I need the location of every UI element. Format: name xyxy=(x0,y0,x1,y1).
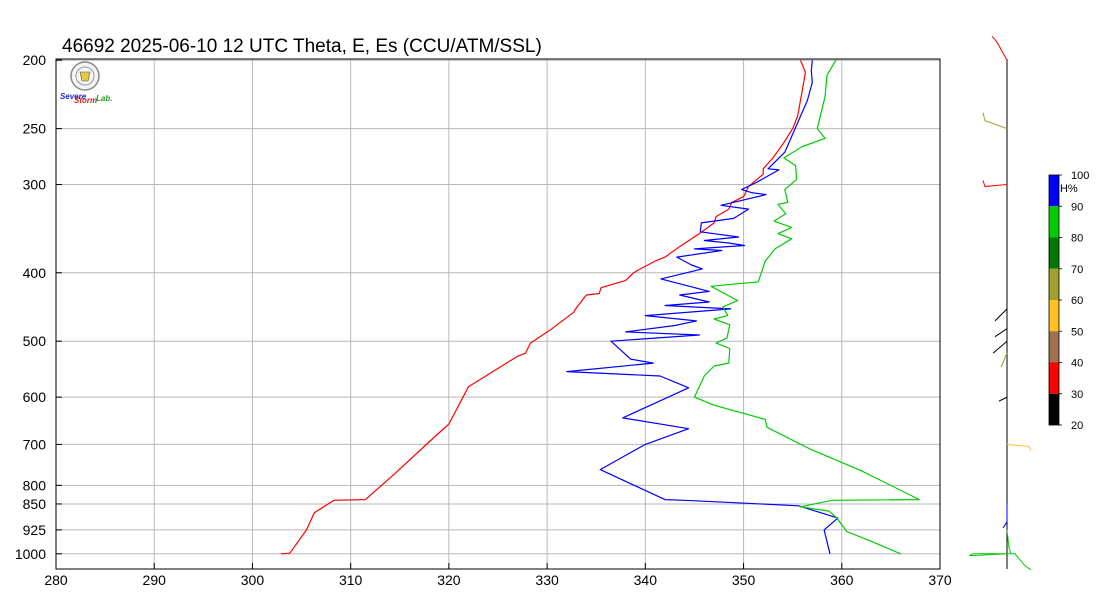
y-tick-label: 1000 xyxy=(15,546,46,562)
logo-text-severe: Severe xyxy=(60,92,87,101)
wind-barb-6 xyxy=(1000,353,1008,368)
colorbar-tick-label: 100 xyxy=(1071,170,1089,182)
series-line-2 xyxy=(693,59,921,555)
y-tick-label: 600 xyxy=(23,389,47,405)
wind-barb-4 xyxy=(994,328,1008,338)
x-tick-label: 280 xyxy=(44,572,68,588)
logo-text-lab: Lab. xyxy=(96,94,112,103)
colorbar-tick-label: 40 xyxy=(1071,358,1083,370)
wind-barb-8 xyxy=(1006,443,1032,451)
colorbar-segment-0 xyxy=(1049,175,1059,207)
wind-barb-3 xyxy=(994,308,1008,322)
plot-frame xyxy=(55,58,941,570)
colorbar-segment-5 xyxy=(1049,331,1059,363)
y-tick-label: 300 xyxy=(23,177,47,193)
wind-barb-1 xyxy=(982,112,1008,130)
x-tick-label: 290 xyxy=(143,572,167,588)
colorbar-segment-3 xyxy=(1049,268,1059,300)
wind-barb-2 xyxy=(982,180,1008,188)
colorbar-tick-label: 90 xyxy=(1071,201,1083,213)
x-tick-label: 330 xyxy=(535,572,559,588)
y-tick-label: 200 xyxy=(23,52,47,68)
lab-logo: Severe Storm Lab. xyxy=(60,61,112,105)
wind-barb-10 xyxy=(1006,529,1012,555)
chart-title: 46692 2025-06-10 12 UTC Theta, E, Es (CC… xyxy=(62,36,542,57)
y-tick-label: 500 xyxy=(23,333,47,349)
seal-emblem-icon xyxy=(79,71,91,82)
colorbar-tick-label: 30 xyxy=(1071,389,1083,401)
seal-inner-ring xyxy=(75,66,95,86)
x-tick-label: 370 xyxy=(928,572,952,588)
colorbar-tick-label: 80 xyxy=(1071,233,1083,245)
wind-barb-9 xyxy=(1002,503,1008,529)
logo-text-storm: Storm xyxy=(74,96,97,105)
wind-barbs xyxy=(968,35,1032,571)
wind-barb-0 xyxy=(991,35,1008,61)
colorbar-tick-label: 60 xyxy=(1071,295,1083,307)
series-line-0 xyxy=(280,59,807,555)
series-line-1 xyxy=(566,60,839,554)
y-tick-label: 925 xyxy=(23,522,47,538)
wind-barb-7 xyxy=(998,396,1008,402)
colorbar-segment-4 xyxy=(1049,300,1059,332)
y-tick-label: 700 xyxy=(23,436,47,452)
wind-barb-11 xyxy=(968,553,1032,571)
colorbar-tick-label: 20 xyxy=(1071,420,1083,432)
x-tick-label: 340 xyxy=(634,572,658,588)
series-group xyxy=(280,59,921,555)
x-tick-label: 320 xyxy=(437,572,461,588)
y-tick-label: 800 xyxy=(23,477,47,493)
wind-barb-5 xyxy=(992,340,1008,354)
x-axis: 280 290 300 310 320 330 340 350 360 370 xyxy=(44,563,952,588)
colorbar-tick-label: 50 xyxy=(1071,326,1083,338)
colorbar-tick-label: 70 xyxy=(1071,264,1083,276)
x-tick-label: 350 xyxy=(732,572,756,588)
x-tick-label: 300 xyxy=(241,572,265,588)
grid xyxy=(55,59,941,569)
x-tick-label: 310 xyxy=(339,572,363,588)
y-tick-label: 850 xyxy=(23,496,47,512)
colorbar-segment-1 xyxy=(1049,206,1059,238)
y-tick-label: 400 xyxy=(23,265,47,281)
colorbar-segment-6 xyxy=(1049,362,1059,394)
colorbar-segment-7 xyxy=(1049,393,1059,425)
colorbar-segment-2 xyxy=(1049,237,1059,269)
y-tick-label: 250 xyxy=(23,121,47,137)
x-tick-label: 360 xyxy=(830,572,854,588)
y-axis: 200 250 300 400 500 600 700 800 850 925 1000 xyxy=(15,52,62,562)
